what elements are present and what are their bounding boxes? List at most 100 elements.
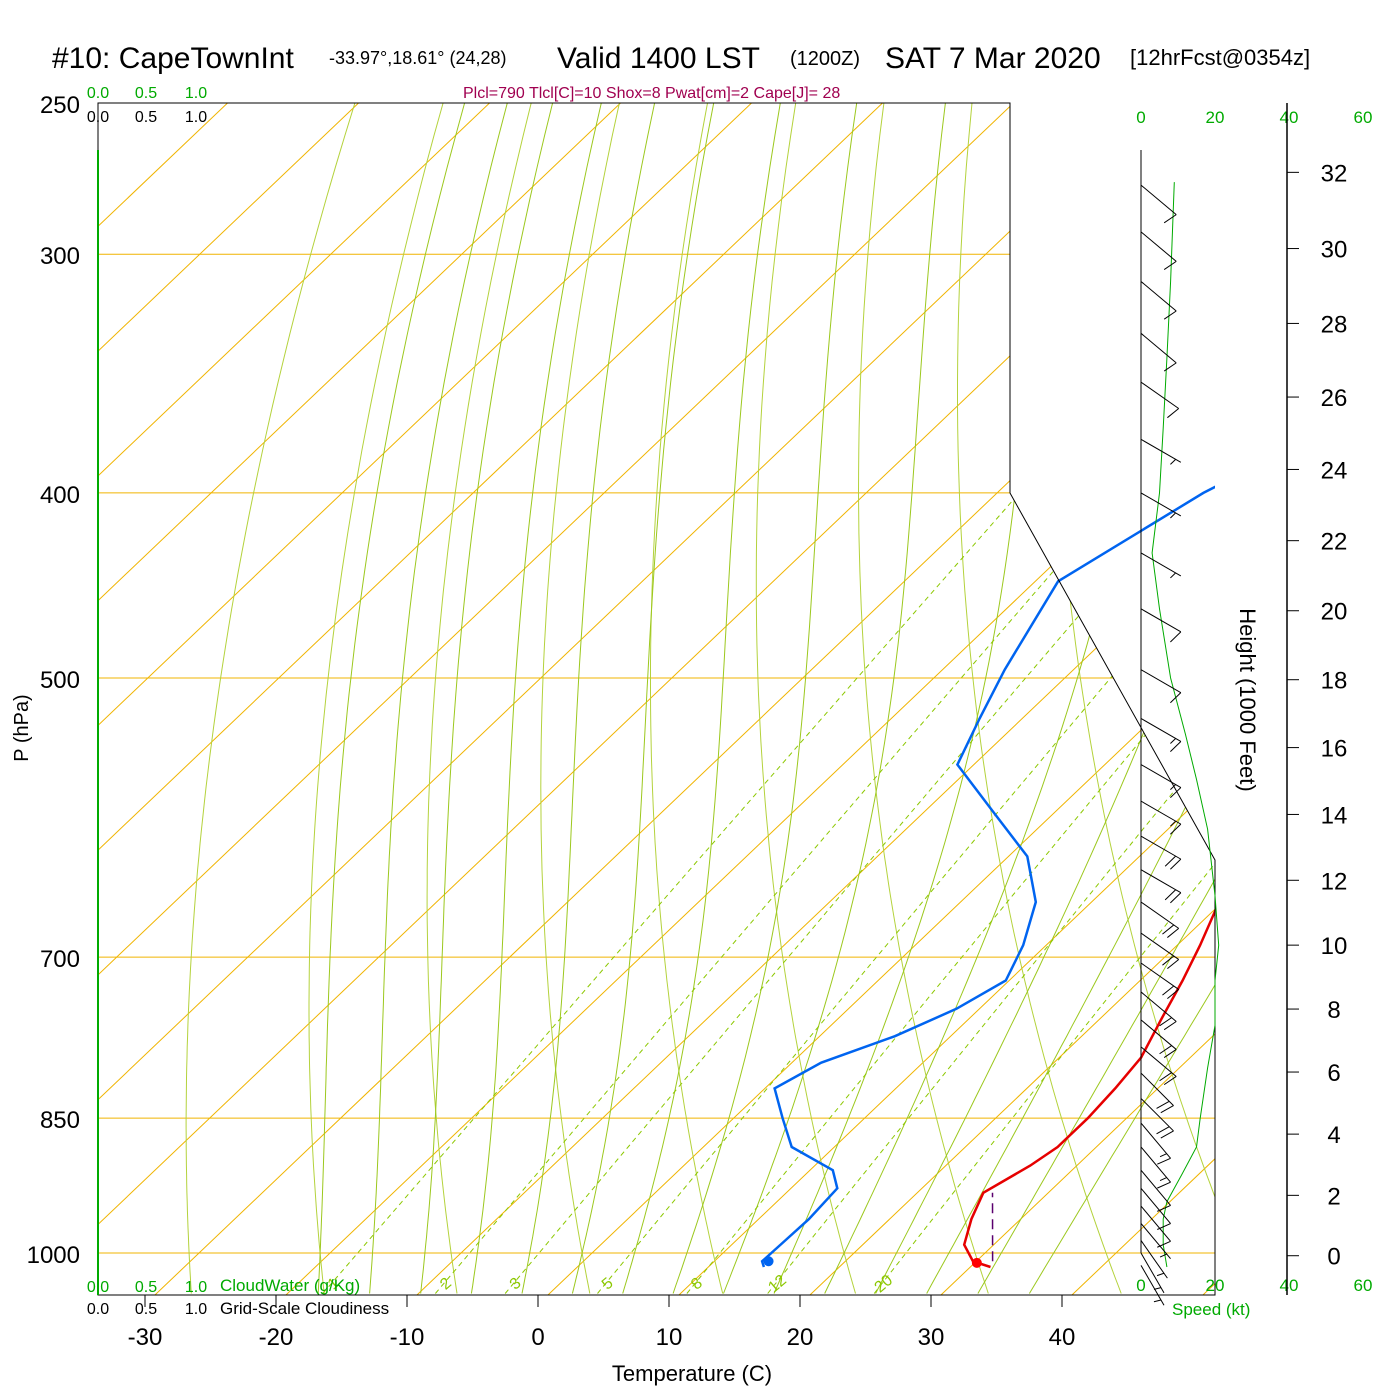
cloudiness-label: Grid-Scale Cloudiness [220, 1299, 389, 1318]
wind-barbs [1140, 184, 1182, 1306]
height-tick-label: 12 [1321, 868, 1348, 895]
height-tick-label: 24 [1321, 457, 1348, 484]
barb-feather [1157, 1204, 1171, 1212]
top-cloudiness-scale: 1.0 [185, 109, 207, 126]
top-speed-label: 40 [1280, 108, 1299, 127]
wind-barb [1140, 231, 1177, 270]
wind-barb [1140, 1188, 1171, 1230]
barb-staff [1140, 492, 1182, 517]
x-tick-label: 10 [656, 1324, 683, 1351]
barb-feather [1160, 1105, 1174, 1114]
pressure-label: 500 [40, 667, 80, 694]
mixing-ratio-label: 5 [599, 1275, 617, 1294]
dry-adiabat [185, 103, 356, 1294]
barb-staff [1140, 281, 1177, 312]
pressure-label: 700 [40, 946, 80, 973]
moist-adiabat [571, 103, 715, 1294]
moist-adiabat [672, 103, 858, 1294]
x-tick-label: 0 [531, 1324, 544, 1351]
barb-staff [1140, 1252, 1165, 1294]
y-axis-title: P (hPa) [11, 694, 33, 761]
isotherm [98, 103, 752, 727]
barb-staff [1140, 332, 1177, 364]
bottom-speed-label: 0 [1136, 1276, 1145, 1295]
barb-staff [1140, 718, 1182, 742]
barb-half-feather [1156, 1272, 1165, 1277]
bottom-speed-label: 60 [1354, 1276, 1373, 1295]
isotherm [98, 103, 1014, 976]
dry-adiabat [650, 103, 724, 1294]
barb-feather [1163, 260, 1177, 270]
barb-staff [1140, 1188, 1171, 1224]
mixing-ratio-line [322, 492, 1020, 1294]
valid-date: SAT 7 Mar 2020 [885, 42, 1101, 75]
moist-adiabat [1028, 984, 1215, 1294]
isotherm [416, 534, 1215, 1295]
bottom-cloudwater-scale: 0.0 [87, 1279, 109, 1296]
pressure-label: 300 [40, 243, 80, 270]
barb-feather [1159, 1045, 1172, 1055]
barb-feather [1163, 1049, 1177, 1059]
wind-barb [1140, 991, 1177, 1031]
x-tick-label: -30 [128, 1324, 163, 1351]
barb-half-feather [1153, 1287, 1162, 1290]
barb-staff [1140, 1122, 1171, 1159]
bottom-cloudwater-scale: 1.0 [185, 1279, 207, 1296]
barb-feather [1156, 1100, 1170, 1109]
barb-feather [1167, 959, 1179, 970]
height-axis-title: Height (1000 Feet) [1235, 608, 1260, 791]
height-tick-label: 10 [1321, 933, 1348, 960]
wind-barb [1140, 332, 1177, 372]
dry-adiabat [755, 103, 856, 1294]
isotherm [98, 103, 228, 228]
isotherm [1334, 103, 1400, 1295]
barb-staff [1140, 1046, 1177, 1077]
barb-feather [1159, 1072, 1172, 1082]
moist-adiabat [926, 746, 1215, 1294]
wind-barb [1140, 281, 1177, 320]
moist-adiabat [317, 103, 466, 1294]
height-tick-label: 8 [1327, 997, 1340, 1024]
wind-barb [1140, 1019, 1177, 1059]
isotherm [98, 103, 883, 851]
top-cloudwater-scale: 1.0 [185, 85, 207, 102]
bottom-cloudiness-scale: 1.0 [185, 1301, 207, 1318]
wind-barb [1140, 869, 1182, 904]
barb-feather [1170, 858, 1182, 870]
wind-barb [1140, 608, 1182, 643]
wind-barb [1140, 800, 1182, 835]
moist-adiabat [977, 878, 1215, 1294]
dry-adiabat [857, 103, 989, 1294]
mixing-ratio-line [597, 553, 1215, 1294]
barb-feather [1157, 1240, 1171, 1248]
pressure-label: 850 [40, 1107, 80, 1134]
barb-staff [1140, 1265, 1165, 1306]
valid-time: Valid 1400 LST [557, 42, 760, 75]
wind-barb [1140, 962, 1179, 999]
wind-barb [1140, 1205, 1171, 1248]
barb-feather [1167, 408, 1179, 419]
isotherm [98, 103, 490, 477]
isotherm [98, 103, 359, 352]
dewpoint-line [760, 485, 1215, 1268]
barb-staff [1140, 764, 1182, 789]
moist-adiabat [622, 103, 781, 1294]
x-tick-label: -10 [390, 1324, 425, 1351]
barb-half-feather [1159, 1253, 1167, 1258]
forecast-info: [12hrFcst@0354z] [1130, 45, 1310, 70]
barb-feather [1170, 892, 1182, 904]
wind-barb [1140, 1223, 1171, 1260]
barb-staff [1140, 1072, 1174, 1106]
wind-barb [1140, 1098, 1174, 1139]
top-cloudiness-scale: 0.0 [87, 109, 109, 126]
wind-barb [1140, 438, 1182, 465]
height-tick-label: 16 [1321, 736, 1348, 763]
wind-speed-profile [1151, 182, 1220, 1268]
mixing-ratio-label: 8 [688, 1275, 706, 1294]
top-cloudwater-scale: 0.5 [135, 85, 157, 102]
plot-frame [97, 102, 1216, 1296]
height-tick-label: 32 [1321, 160, 1348, 187]
barb-staff [1140, 669, 1182, 694]
height-tick-label: 22 [1321, 529, 1348, 556]
barb-feather [1170, 823, 1182, 835]
